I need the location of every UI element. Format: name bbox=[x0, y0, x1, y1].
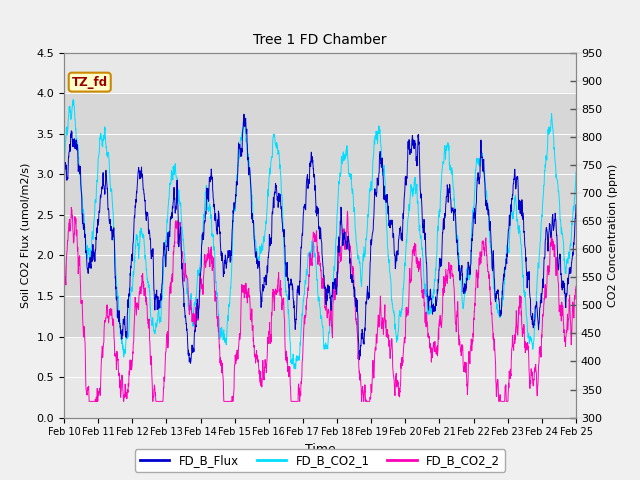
Title: Tree 1 FD Chamber: Tree 1 FD Chamber bbox=[253, 34, 387, 48]
X-axis label: Time: Time bbox=[305, 443, 335, 456]
Y-axis label: Soil CO2 Flux (umol/m2/s): Soil CO2 Flux (umol/m2/s) bbox=[21, 163, 31, 308]
Bar bbox=[64, 93, 576, 336]
Text: TZ_fd: TZ_fd bbox=[72, 76, 108, 89]
Y-axis label: CO2 Concentration (ppm): CO2 Concentration (ppm) bbox=[607, 164, 618, 307]
Legend: FD_B_Flux, FD_B_CO2_1, FD_B_CO2_2: FD_B_Flux, FD_B_CO2_1, FD_B_CO2_2 bbox=[135, 449, 505, 472]
